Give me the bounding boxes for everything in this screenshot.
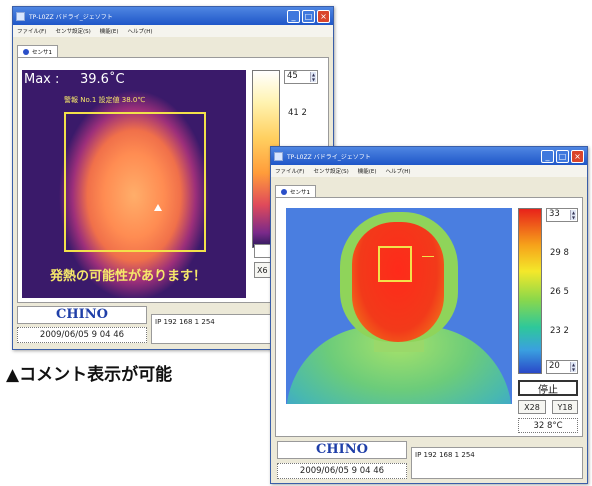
minimize-icon[interactable]: _: [541, 149, 554, 163]
menu-file[interactable]: ファイル(F): [275, 169, 305, 175]
datetime-display: 2009/06/05 9 04 46: [17, 327, 147, 343]
window-titlebar: TP-L0ZZ バドライ_ジェソフト _ □ ×: [13, 7, 333, 25]
ip-address-box: IP 192 168 1 254: [411, 447, 583, 479]
thermal-face-region: [352, 222, 444, 342]
max-value: 39.6˚C: [80, 72, 125, 87]
scale-tick-label: 29 8: [550, 248, 569, 258]
window-titlebar: TP-L0ZZ バドライ_ジェソフト _ □ ×: [271, 147, 587, 165]
sensor-dot-icon: [23, 48, 29, 55]
menu-function[interactable]: 機能(E): [99, 29, 119, 35]
cursor-marker-icon: [154, 204, 162, 211]
scale-min-input[interactable]: 20 ▲ ▼: [546, 360, 578, 374]
scale-tick-label: 26 5: [550, 287, 569, 297]
datetime-display: 2009/06/05 9 04 46: [277, 463, 407, 479]
spinner-arrows-icon[interactable]: ▲ ▼: [570, 362, 576, 372]
close-icon[interactable]: ×: [317, 9, 330, 23]
spinner-arrows-icon[interactable]: ▲ ▼: [310, 72, 316, 82]
app-icon: [16, 11, 25, 21]
tab-sensor1[interactable]: センサ1: [275, 185, 316, 197]
thermal-image[interactable]: [286, 208, 512, 404]
thermal-image[interactable]: Max : 39.6˚C 警報 No.1 設定値 38.0℃ 発熱の可能性があり…: [22, 70, 246, 298]
viewer-panel: Max : 39.6˚C 警報 No.1 設定値 38.0℃ 発熱の可能性があり…: [17, 57, 329, 303]
roi-box[interactable]: [378, 246, 412, 282]
alert-message: 発熱の可能性があります！: [50, 269, 207, 284]
roi-marker-label: [422, 256, 434, 257]
tab-label: センサ1: [290, 189, 310, 196]
color-scale-bar: [518, 208, 542, 374]
roi-box[interactable]: [64, 112, 206, 252]
minimize-icon[interactable]: _: [287, 9, 300, 23]
caption-text: ▲コメント表示が可能: [6, 365, 173, 385]
spinner-arrows-icon[interactable]: ▲ ▼: [570, 210, 576, 220]
window-title: TP-L0ZZ バドライ_ジェソフト: [29, 13, 113, 21]
app-icon: [274, 151, 283, 161]
brand-logo: CHINO: [17, 306, 147, 324]
temperature-readout: 32 8°C: [518, 418, 578, 433]
maximize-icon[interactable]: □: [556, 149, 569, 163]
window-title: TP-L0ZZ バドライ_ジェソフト: [287, 153, 371, 161]
tab-sensor1[interactable]: センサ1: [17, 45, 58, 57]
y-coordinate-button[interactable]: Y18: [552, 400, 578, 414]
scale-max-input[interactable]: 45 ▲ ▼: [284, 70, 318, 84]
menu-sensor-settings[interactable]: センサ設定(S): [313, 169, 349, 175]
tab-label: センサ1: [32, 49, 52, 56]
maximize-icon[interactable]: □: [302, 9, 315, 23]
brand-logo: CHINO: [277, 441, 407, 459]
menu-help[interactable]: ヘルプ(H): [127, 29, 153, 35]
thermal-window-front: TP-L0ZZ バドライ_ジェソフト _ □ × ファイル(F) センサ設定(S…: [270, 146, 588, 484]
x-coordinate-button[interactable]: X28: [518, 400, 546, 414]
menu-help[interactable]: ヘルプ(H): [385, 169, 411, 175]
menu-file[interactable]: ファイル(F): [17, 29, 47, 35]
sensor-dot-icon: [281, 188, 287, 195]
menubar: ファイル(F) センサ設定(S) 機能(E) ヘルプ(H): [13, 25, 333, 37]
scale-tick-label: 23 2: [550, 326, 569, 336]
menubar: ファイル(F) センサ設定(S) 機能(E) ヘルプ(H): [271, 165, 587, 177]
alarm-setting-text: 警報 No.1 設定値 38.0℃: [64, 96, 146, 104]
viewer-panel: 33 ▲ ▼ 29 8 26 5 23 2 20 ▲ ▼ 停止 X28 Y18 32…: [275, 197, 583, 437]
stop-button[interactable]: 停止: [518, 380, 578, 396]
scale-tick-label: 41 2: [288, 108, 307, 118]
menu-function[interactable]: 機能(E): [357, 169, 377, 175]
thermal-window-back: TP-L0ZZ バドライ_ジェソフト _ □ × ファイル(F) センサ設定(S…: [12, 6, 334, 350]
scale-max-input[interactable]: 33 ▲ ▼: [546, 208, 578, 222]
close-icon[interactable]: ×: [571, 149, 584, 163]
menu-sensor-settings[interactable]: センサ設定(S): [55, 29, 91, 35]
max-label: Max :: [24, 72, 60, 87]
